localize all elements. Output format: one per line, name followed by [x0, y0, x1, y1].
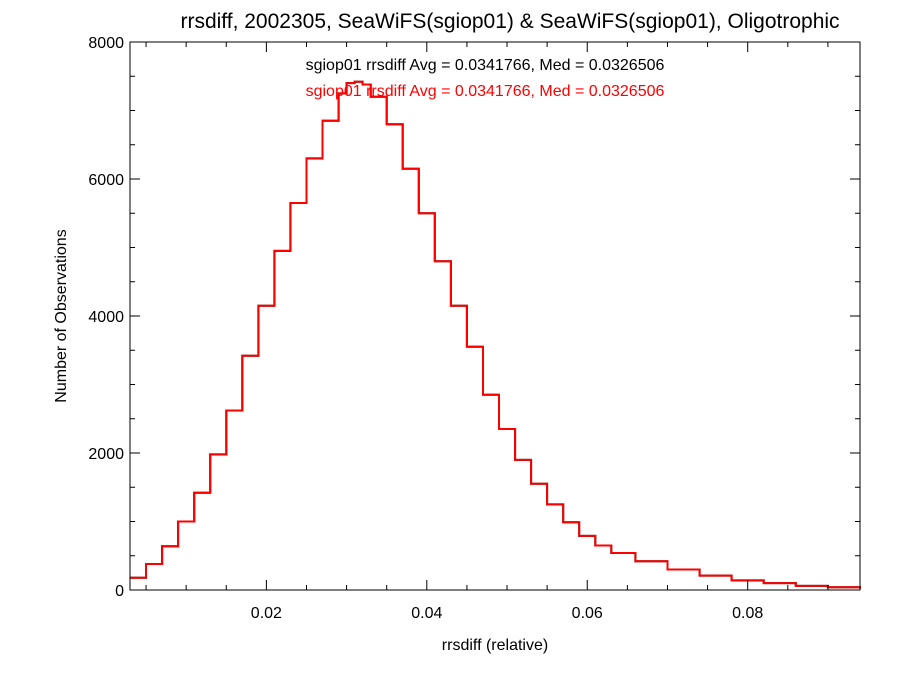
x-tick-label: 0.08	[732, 605, 763, 622]
y-tick-label: 4000	[88, 309, 124, 326]
series-layer	[130, 80, 861, 589]
y-axis: 0 2000 4000 6000 8000	[88, 35, 860, 600]
x-tick-label: 0.02	[251, 605, 282, 622]
x-axis-label: rrsdiff (relative)	[442, 637, 548, 654]
y-axis-label: Number of Observations	[53, 229, 70, 402]
series-red-line	[130, 80, 861, 589]
plot-frame	[129, 41, 861, 591]
x-tick-label: 0.04	[411, 605, 442, 622]
x-axis: 0.02 0.04 0.06 0.08	[145, 42, 829, 622]
stats-annotation-red: sgiop01 rrsdiff Avg = 0.0341766, Med = 0…	[306, 83, 665, 100]
y-tick-label: 0	[115, 583, 124, 600]
y-tick-label: 8000	[88, 35, 124, 52]
x-tick-label: 0.06	[572, 605, 603, 622]
series-black-line	[130, 80, 861, 589]
y-tick-label: 2000	[88, 446, 124, 463]
y-tick-label: 6000	[88, 172, 124, 189]
stats-annotation-black: sgiop01 rrsdiff Avg = 0.0341766, Med = 0…	[306, 57, 665, 74]
chart-title: rrsdiff, 2002305, SeaWiFS(sgiop01) & Sea…	[180, 10, 839, 33]
